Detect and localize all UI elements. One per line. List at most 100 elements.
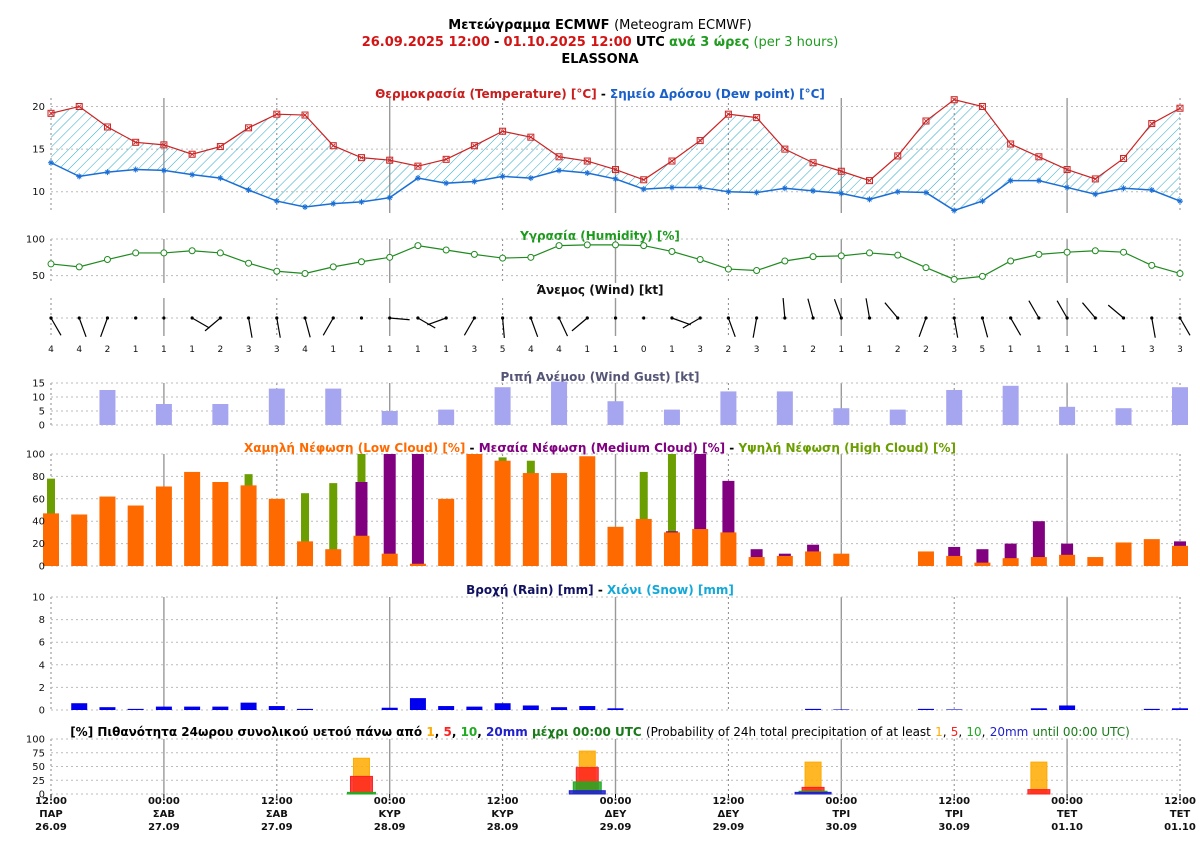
prob-threshold-5: 5 (443, 725, 452, 739)
wind-gust-bar (494, 387, 511, 425)
wind-gust-bar (381, 411, 398, 425)
range-start: 26.09.2025 12:00 (361, 35, 490, 50)
wind-barb (247, 317, 253, 338)
temperature-point-x (613, 167, 618, 172)
y-tick-label: 15 (32, 145, 45, 156)
humidity-point (753, 267, 761, 275)
temperature-point (1063, 166, 1071, 174)
x-date-label: 29.09 (713, 822, 745, 833)
low-cloud-bar (494, 460, 511, 566)
dew-title: Σημείο Δρόσου (Dew point) [°C] (610, 87, 825, 101)
wind-station-dot (134, 316, 138, 320)
wind-barb (682, 317, 701, 329)
wind-speed-label: 1 (1092, 345, 1098, 355)
temperature-point (809, 159, 817, 167)
temperature-point-x (133, 140, 138, 145)
temperature-point-x (472, 143, 477, 148)
prob-title-en: (Probability of 24h total precipitation … (645, 725, 931, 739)
title-dash: - (600, 87, 606, 101)
rain-bar (1143, 708, 1160, 710)
y-tick-label: 10 (32, 593, 45, 604)
temperature-panel-title: Θερμοκρασία (Temperature) [°C] - Σημείο … (0, 87, 1200, 101)
humidity-point (922, 264, 930, 272)
temperature-point (696, 137, 704, 145)
humidity-point (499, 254, 507, 262)
wind-speed-label: 4 (556, 345, 562, 355)
wind-speed-label: 4 (48, 345, 54, 355)
temperature-point (414, 162, 422, 170)
low-cloud-bar (268, 498, 285, 566)
y-tick-label: 25 (32, 776, 45, 787)
humidity-point (329, 263, 337, 271)
humidity-point (1176, 269, 1184, 277)
wind-barb (276, 317, 281, 338)
wind-speed-label: 3 (697, 345, 703, 355)
rain-bar (522, 705, 539, 710)
wind-barb (752, 317, 758, 338)
wind-gust-bar (607, 401, 624, 425)
x-day-label: ΔΕΥ (605, 809, 628, 820)
range-end: 01.10.2025 12:00 (503, 35, 632, 50)
rain-bar (551, 707, 568, 710)
dew-point-point (527, 175, 534, 182)
temperature-point (1120, 154, 1128, 162)
rain-bar (71, 703, 88, 710)
x-date-label: 28.09 (487, 822, 519, 833)
temperature-point-x (1064, 167, 1070, 172)
rain-bar (155, 706, 172, 710)
wind-speed-label: 1 (161, 345, 167, 355)
dew-point-point (838, 190, 845, 197)
wind-speed-label: 1 (838, 345, 844, 355)
temperature-point-x (387, 157, 392, 163)
wind-gust-bar (155, 404, 172, 425)
wind-gust-bar (1172, 387, 1188, 425)
wind-gust-bar (212, 404, 229, 425)
dew-point-point (1177, 198, 1183, 205)
dew-point-point (725, 188, 732, 195)
temperature-point-x (754, 115, 759, 120)
low-cloud-bar (579, 456, 596, 566)
wind-speed-label: 1 (867, 345, 873, 355)
temperature-point-x (1121, 156, 1126, 161)
x-day-label: ΚΥΡ (379, 809, 401, 820)
prob-threshold-5-en: 5 (950, 725, 959, 739)
wind-speed-label: 1 (782, 345, 788, 355)
medium-cloud-bar (383, 454, 396, 566)
low-cloud-bar (1030, 557, 1047, 566)
temperature-point-x (500, 128, 505, 134)
rain-bar (466, 706, 483, 710)
wind-barb (502, 317, 505, 338)
humidity-point (75, 263, 83, 271)
humidity-point (470, 250, 478, 258)
temperature-point (583, 157, 591, 165)
temperature-point-x (76, 104, 82, 109)
high-cloud-title: Υψηλή Νέφωση (High Cloud) [%] (738, 441, 957, 455)
wind-speed-label: 3 (1149, 345, 1155, 355)
x-day-label: ΤΡΙ (832, 809, 850, 820)
header-line-1: Μετεώγραμμα ECMWF (Meteogram ECMWF) (0, 18, 1200, 33)
wind-gust-bar (1059, 406, 1076, 425)
temperature-point (668, 157, 676, 165)
humidity-point (301, 269, 309, 277)
wind-gust-bar (663, 409, 680, 425)
x-time-label: 12:00 (261, 796, 293, 807)
x-date-label: 26.09 (35, 822, 67, 833)
rain-bar (579, 706, 596, 710)
dew-point-point (781, 185, 788, 192)
wind-speed-label: 3 (472, 345, 478, 355)
wind-barb (1179, 317, 1191, 336)
temperature-point (329, 142, 337, 150)
wind-speed-label: 1 (613, 345, 619, 355)
wind-speed-label: 5 (980, 345, 986, 355)
low-cloud-bar (776, 555, 793, 566)
temperature-point (216, 143, 224, 151)
axis-layer: 1015205010005101502040608010002468100255… (26, 102, 1196, 833)
temperature-point-x (1008, 141, 1013, 147)
humidity-point (837, 252, 845, 260)
wind-speed-label: 1 (584, 345, 590, 355)
x-time-label: 12:00 (712, 796, 744, 807)
wind-gust-bar (551, 381, 568, 425)
wind-gust-bar (889, 409, 906, 425)
dew-point-point (189, 171, 196, 178)
humidity-point (1091, 247, 1099, 255)
